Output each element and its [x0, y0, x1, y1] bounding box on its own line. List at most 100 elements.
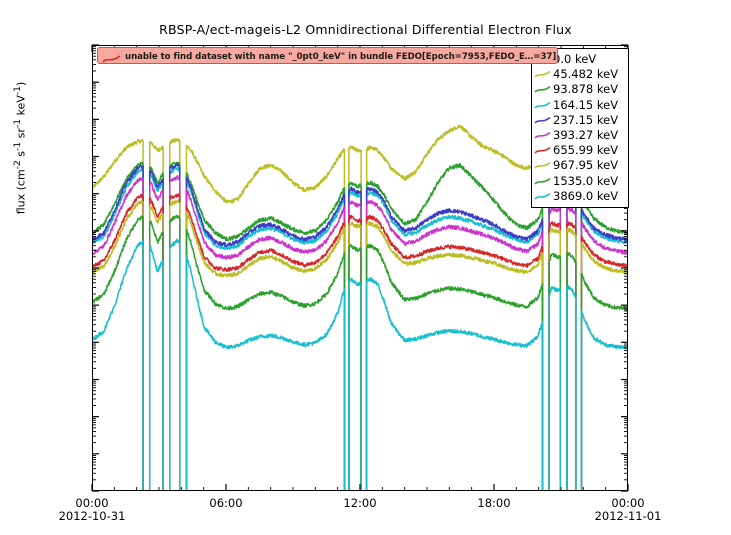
trace-line: [93, 138, 144, 189]
legend-color-swatch: [534, 145, 551, 156]
legend-item[interactable]: 45.482 keV: [534, 67, 625, 82]
trace-line: [149, 169, 164, 188]
trace-line: [186, 229, 346, 311]
page-title: RBSP-A/ect-mageis-L2 Omnidirectional Dif…: [159, 22, 572, 37]
trace-line: [348, 243, 362, 253]
trace-line: [149, 220, 164, 245]
legend-color-swatch: [534, 130, 551, 141]
warning-lead: unable to find dataset with name "_0pt0_…: [125, 51, 558, 62]
warning-banner[interactable]: unable to find dataset with name "_0pt0_…: [97, 47, 558, 64]
trace-line: [186, 210, 346, 278]
trace-line: [149, 165, 164, 185]
legend-color-swatch: [534, 69, 551, 80]
trace-line: [580, 235, 627, 268]
error-line-icon: [102, 50, 122, 63]
legend-color-swatch: [534, 191, 551, 202]
trace-line: [548, 286, 561, 297]
trace-line: [186, 255, 346, 350]
trace-line: [566, 251, 577, 264]
x-tick-label: 18:00: [477, 497, 510, 510]
trace-line: [580, 221, 627, 255]
legend-color-swatch: [534, 100, 551, 111]
trace-line: [548, 252, 561, 262]
y-label-mid2: sr: [14, 128, 28, 142]
trace-line: [366, 200, 543, 254]
legend-box[interactable]: 0.0 keV 45.482 keV 93.878 keV 164.15 keV 237…: [531, 48, 629, 208]
legend-label: 164.15 keV: [553, 97, 619, 112]
legend-item[interactable]: 93.878 keV: [534, 82, 625, 97]
trace-line: [566, 221, 577, 230]
trace-line: [93, 161, 144, 235]
trace-line: [366, 124, 544, 181]
trace-line: [93, 215, 144, 304]
trace-line: [169, 198, 181, 206]
trace-line: [186, 207, 346, 273]
trace-line: [93, 199, 144, 274]
data-traces: [93, 124, 627, 490]
trace-line: [366, 186, 544, 242]
trace-line: [149, 181, 164, 201]
x-tick-label: 00:00 2012-11-01: [595, 497, 662, 523]
trace-line: [348, 200, 362, 208]
legend-item[interactable]: 393.27 keV: [534, 128, 625, 143]
y-label-sup3: -1: [12, 118, 23, 129]
trace-line: [348, 191, 362, 198]
trace-line: [548, 221, 561, 230]
trace-line: [548, 227, 561, 236]
legend-item[interactable]: 3869.0 keV: [534, 189, 625, 204]
trace-line: [149, 197, 164, 219]
trace-line: [169, 214, 181, 223]
trace-line: [169, 138, 181, 144]
trace-line: [580, 198, 627, 235]
x-tick-date: 2012-10-31: [58, 509, 126, 523]
trace-line: [93, 176, 144, 255]
trace-line: [566, 284, 577, 299]
legend-color-swatch: [534, 115, 551, 126]
trace-line: [149, 244, 164, 273]
x-tick-date: 2012-11-01: [594, 509, 662, 523]
legend-label: 237.15 keV: [553, 112, 619, 127]
legend-item[interactable]: 237.15 keV: [534, 113, 625, 128]
trace-line: [348, 186, 362, 195]
y-label-mid1: s: [14, 150, 28, 161]
trace-line: [186, 177, 346, 248]
trace-line: [580, 309, 627, 350]
x-tick-time: 00:00: [75, 496, 109, 510]
trace-line: [348, 277, 362, 287]
x-tick-time: 00:00: [611, 496, 645, 510]
trace-line: [366, 162, 544, 231]
y-label-tail: ): [14, 81, 28, 86]
x-tick-label: 00:00 2012-10-31: [59, 497, 126, 523]
trace-line: [169, 193, 181, 200]
y-label-sup2: -1: [12, 141, 23, 151]
legend-color-swatch: [534, 84, 551, 95]
trace-line: [169, 175, 180, 182]
legend-label: 1535.0 keV: [553, 173, 619, 188]
x-tick-time: 12:00: [343, 496, 377, 510]
legend-color-swatch: [534, 160, 551, 171]
trace-line: [366, 243, 544, 309]
x-tick-time: 06:00: [209, 496, 243, 510]
legend-color-swatch: [534, 176, 551, 187]
trace-line: [186, 145, 346, 204]
trace-line: [566, 206, 577, 215]
x-tick-time: 18:00: [477, 496, 511, 510]
y-label-sup1: -2: [12, 160, 23, 170]
legend-item[interactable]: 164.15 keV: [534, 98, 625, 113]
legend-item[interactable]: 967.95 keV: [534, 158, 625, 173]
trace-line: [580, 208, 627, 242]
y-label-mid3: keV: [14, 95, 28, 119]
y-label-sup4: -1: [12, 86, 23, 96]
trace-line: [580, 273, 627, 312]
y-axis-label: flux (cm-2 s-1 sr-1 keV-1): [12, 28, 28, 268]
trace-line: [149, 204, 164, 224]
trace-line: [348, 221, 362, 229]
trace-line: [169, 166, 180, 175]
trace-line: [93, 164, 144, 241]
legend-label: 393.27 keV: [553, 128, 619, 143]
legend-item[interactable]: 1535.0 keV: [534, 174, 625, 189]
trace-line: [366, 221, 544, 275]
x-tick-label: 06:00: [209, 497, 242, 510]
legend-item[interactable]: 655.99 keV: [534, 143, 625, 158]
